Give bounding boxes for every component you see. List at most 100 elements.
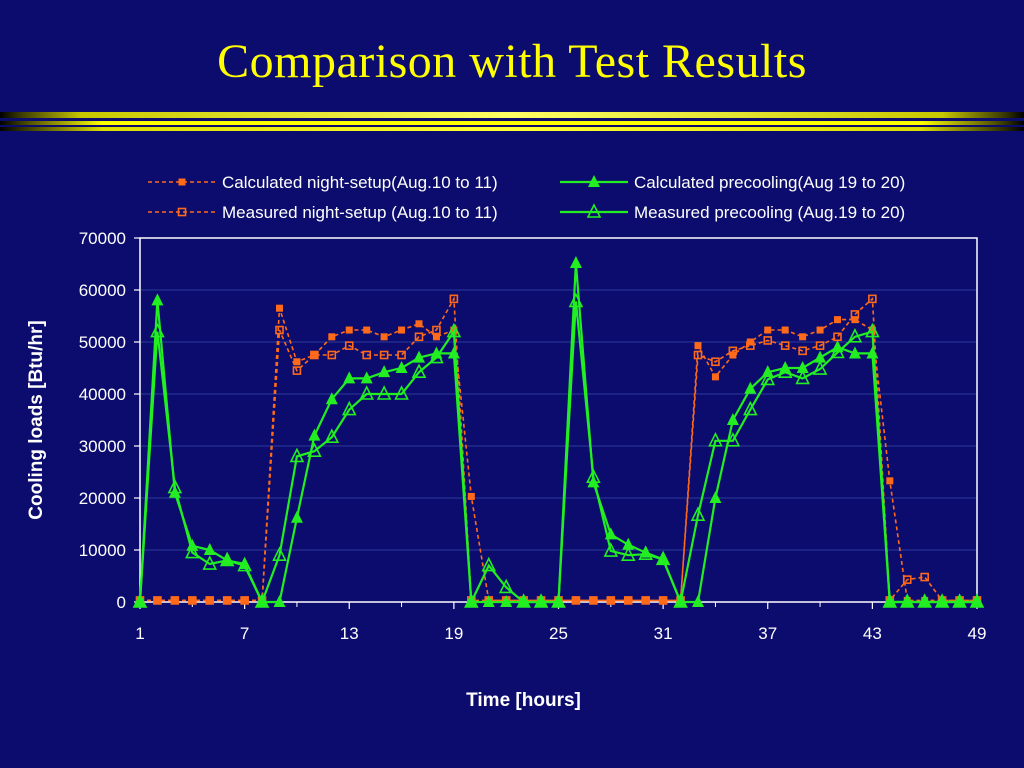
legend-item: Measured precooling (Aug.19 to 20) — [560, 203, 905, 222]
data-point — [446, 322, 462, 338]
data-point — [150, 322, 165, 338]
data-point — [327, 350, 337, 360]
data-point — [397, 350, 406, 360]
data-point — [606, 596, 616, 605]
data-point — [571, 596, 581, 605]
chart-legend: Calculated night-setup(Aug.10 to 11) Meas… — [148, 173, 905, 222]
data-point — [432, 333, 440, 341]
data-point — [345, 326, 353, 334]
data-point — [569, 255, 582, 268]
data-point — [623, 596, 633, 605]
x-tick-label: 25 — [549, 624, 568, 643]
legend-item: Calculated night-setup(Aug.10 to 11) — [148, 173, 498, 192]
data-point — [812, 360, 828, 375]
data-point — [830, 343, 845, 359]
data-point — [222, 596, 232, 605]
data-point — [799, 333, 807, 341]
chart-series — [132, 255, 985, 608]
data-point — [589, 596, 598, 605]
data-point — [658, 596, 668, 605]
data-point — [622, 537, 635, 550]
data-point — [760, 370, 776, 386]
data-point — [464, 593, 479, 608]
data-point — [132, 593, 148, 608]
legend-item: Calculated precooling(Aug 19 to 20) — [560, 173, 905, 192]
data-point — [589, 596, 597, 604]
data-point — [641, 596, 650, 605]
series-line — [138, 301, 977, 607]
data-point — [415, 320, 423, 328]
data-point — [432, 325, 441, 335]
y-tick-label: 0 — [117, 593, 126, 612]
data-point — [237, 556, 252, 572]
data-point — [324, 428, 340, 443]
data-point — [920, 572, 929, 582]
data-point — [482, 595, 495, 607]
data-point — [708, 432, 723, 447]
data-point — [795, 369, 810, 385]
data-point — [899, 593, 915, 608]
y-tick-label: 20000 — [79, 489, 126, 508]
cooling-loads-chart: Calculated night-setup(Aug.10 to 11) Meas… — [26, 173, 986, 711]
data-point — [362, 350, 371, 360]
data-point — [449, 294, 459, 304]
data-point — [467, 492, 475, 500]
data-point — [429, 348, 444, 364]
data-point — [850, 310, 860, 319]
data-point — [254, 593, 270, 608]
data-point — [341, 400, 357, 416]
data-point — [276, 304, 283, 312]
data-point — [359, 385, 374, 400]
data-point — [690, 506, 706, 521]
data-point — [711, 357, 720, 367]
data-point — [380, 333, 388, 341]
data-point — [743, 400, 758, 416]
data-point — [170, 596, 180, 605]
data-point — [205, 596, 215, 605]
data-point — [293, 358, 301, 366]
data-point — [310, 351, 318, 359]
data-point — [398, 326, 406, 334]
data-point — [533, 593, 549, 608]
slide-title: Comparison with Test Results — [217, 35, 807, 88]
data-point — [815, 341, 825, 350]
y-tick-label: 50000 — [79, 333, 126, 352]
y-tick-label: 40000 — [79, 385, 126, 404]
data-point — [500, 595, 513, 607]
data-point — [866, 346, 879, 359]
legend-marker — [177, 207, 187, 217]
data-point — [343, 371, 356, 384]
data-point — [379, 350, 389, 360]
data-point — [272, 546, 287, 562]
data-point — [865, 322, 880, 338]
data-point — [746, 341, 755, 350]
y-tick-label: 70000 — [79, 229, 126, 248]
data-point — [763, 336, 773, 345]
y-axis-ticks: 0 10000 20000 30000 40000 50000 60000 70000 — [79, 229, 140, 612]
data-point — [325, 392, 338, 405]
data-point — [781, 326, 789, 334]
x-tick-label: 13 — [340, 624, 359, 643]
legend-marker — [178, 178, 186, 186]
data-point — [728, 346, 738, 356]
data-point — [711, 373, 719, 381]
data-point — [603, 542, 619, 557]
data-point — [376, 385, 392, 400]
y-axis-label: Cooling loads [Btu/hr] — [26, 320, 47, 519]
data-point — [624, 596, 632, 604]
title-bar-3 — [0, 127, 1024, 131]
x-tick-label: 19 — [444, 624, 463, 643]
legend-label: Calculated precooling(Aug 19 to 20) — [634, 173, 905, 192]
x-tick-label: 31 — [654, 624, 673, 643]
data-point — [219, 551, 235, 567]
data-point — [847, 328, 863, 343]
data-point — [726, 413, 739, 425]
data-point — [394, 385, 409, 400]
data-point — [969, 593, 985, 608]
data-point — [344, 341, 354, 350]
data-point — [151, 293, 164, 306]
data-point — [481, 556, 497, 572]
x-tick-label: 43 — [863, 624, 882, 643]
data-point — [902, 575, 912, 584]
data-point — [638, 545, 653, 560]
